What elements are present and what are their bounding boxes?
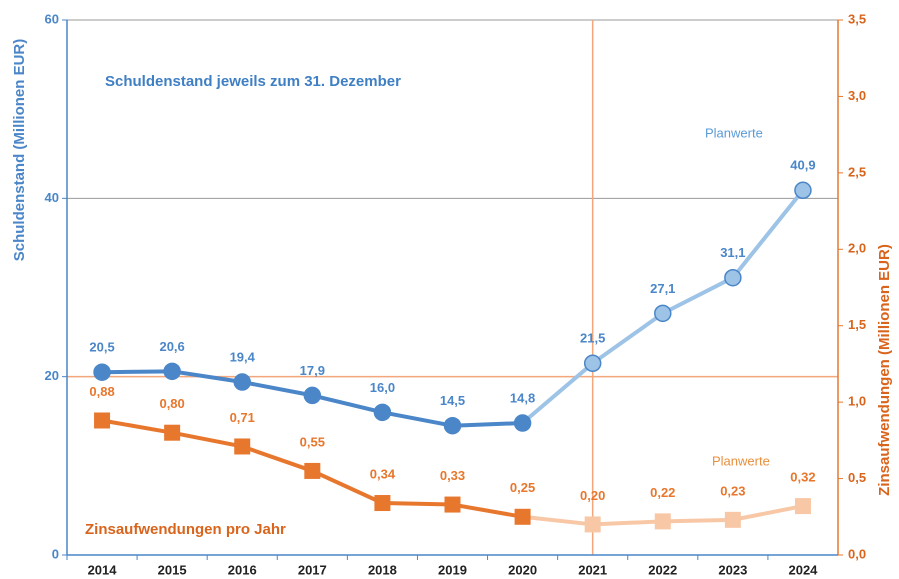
line-segment <box>311 469 384 505</box>
line-segment <box>102 369 173 375</box>
line-segment <box>241 444 313 473</box>
marker <box>514 508 531 525</box>
line-segment <box>382 501 453 507</box>
data-label: 20,5 <box>89 340 114 355</box>
y2-tick-label: 0,5 <box>848 470 866 485</box>
x-tick-label: 2015 <box>158 562 187 577</box>
marker <box>93 363 111 381</box>
marker <box>583 354 602 373</box>
marker <box>513 414 532 432</box>
y2-tick-label: 2,0 <box>848 241 866 256</box>
y2-axis-label: Zinsaufwendungen (Millionen EUR) <box>876 244 893 496</box>
x-tick-label: 2020 <box>508 562 537 577</box>
data-label: 21,5 <box>580 331 605 346</box>
marker <box>304 462 321 479</box>
marker <box>234 438 251 455</box>
data-label: 0,23 <box>720 483 745 498</box>
data-label: 0,34 <box>370 466 396 481</box>
line-segment <box>382 410 453 428</box>
marker <box>794 498 811 515</box>
data-label: 31,1 <box>720 245 745 260</box>
marker <box>654 304 672 323</box>
marker <box>584 516 601 533</box>
x-tick-label: 2023 <box>718 562 747 577</box>
y-tick-label: 40 <box>45 190 59 205</box>
marker <box>443 416 462 435</box>
x-tick-label: 2017 <box>298 562 327 577</box>
line-segment <box>661 275 734 316</box>
annotation: Schuldenstand jeweils zum 31. Dezember <box>105 73 401 90</box>
data-label: 27,1 <box>650 281 675 296</box>
line-segment <box>521 361 594 425</box>
line-segment <box>662 517 733 524</box>
x-tick-label: 2014 <box>88 562 118 577</box>
data-label: 19,4 <box>230 349 256 364</box>
marker <box>303 386 322 405</box>
y-tick-label: 0 <box>52 546 59 561</box>
data-label: 16,0 <box>370 380 395 395</box>
y2-tick-label: 0,0 <box>848 546 866 561</box>
x-tick-label: 2018 <box>368 562 397 577</box>
data-label: 17,9 <box>300 363 325 378</box>
marker <box>444 496 461 513</box>
line-segment <box>731 189 805 279</box>
line-segment <box>522 514 593 527</box>
data-label: 0,71 <box>230 410 255 425</box>
line-segment <box>452 421 523 428</box>
marker <box>373 403 392 422</box>
line-segment <box>591 311 664 365</box>
data-label: 0,80 <box>159 396 184 411</box>
annotation: Planwerte <box>712 453 770 468</box>
marker <box>724 268 742 287</box>
x-tick-label: 2021 <box>578 562 607 577</box>
y2-tick-label: 1,5 <box>848 317 866 332</box>
y2-tick-label: 3,0 <box>848 88 866 103</box>
y-tick-label: 60 <box>45 11 59 26</box>
line-segment <box>101 418 173 435</box>
data-label: 0,25 <box>510 480 535 495</box>
marker <box>164 424 181 441</box>
marker <box>794 181 812 200</box>
line-segment <box>452 502 523 519</box>
data-label: 0,33 <box>440 468 465 483</box>
data-label: 14,8 <box>510 390 535 405</box>
y2-tick-label: 2,5 <box>848 164 866 179</box>
marker <box>724 511 741 528</box>
y2-tick-label: 3,5 <box>848 11 866 26</box>
data-label: 0,32 <box>790 470 815 485</box>
line-segment <box>171 369 243 384</box>
data-label: 0,22 <box>650 485 675 500</box>
line-segment <box>311 393 383 415</box>
data-label: 40,9 <box>790 158 815 173</box>
annotation: Planwerte <box>705 125 763 140</box>
line-segment <box>732 504 804 522</box>
marker <box>374 495 391 512</box>
x-tick-label: 2024 <box>788 562 818 577</box>
y2-tick-label: 1,0 <box>848 394 866 409</box>
line-segment <box>592 519 663 527</box>
data-label: 20,6 <box>159 339 184 354</box>
y-tick-label: 20 <box>45 368 59 383</box>
marker <box>163 362 181 381</box>
data-label: 0,20 <box>580 488 605 503</box>
annotation: Zinsaufwendungen pro Jahr <box>85 521 286 538</box>
line-segment <box>171 430 243 449</box>
y-axis-label: Schuldenstand (Millionen EUR) <box>11 39 28 262</box>
marker <box>233 373 251 391</box>
data-label: 0,88 <box>89 384 114 399</box>
marker <box>654 513 671 530</box>
x-tick-label: 2019 <box>438 562 467 577</box>
x-tick-label: 2016 <box>228 562 257 577</box>
line-segment <box>241 380 313 398</box>
data-label: 0,55 <box>300 434 325 449</box>
data-label: 14,5 <box>440 393 465 408</box>
marker <box>94 412 111 429</box>
x-tick-label: 2022 <box>648 562 677 577</box>
